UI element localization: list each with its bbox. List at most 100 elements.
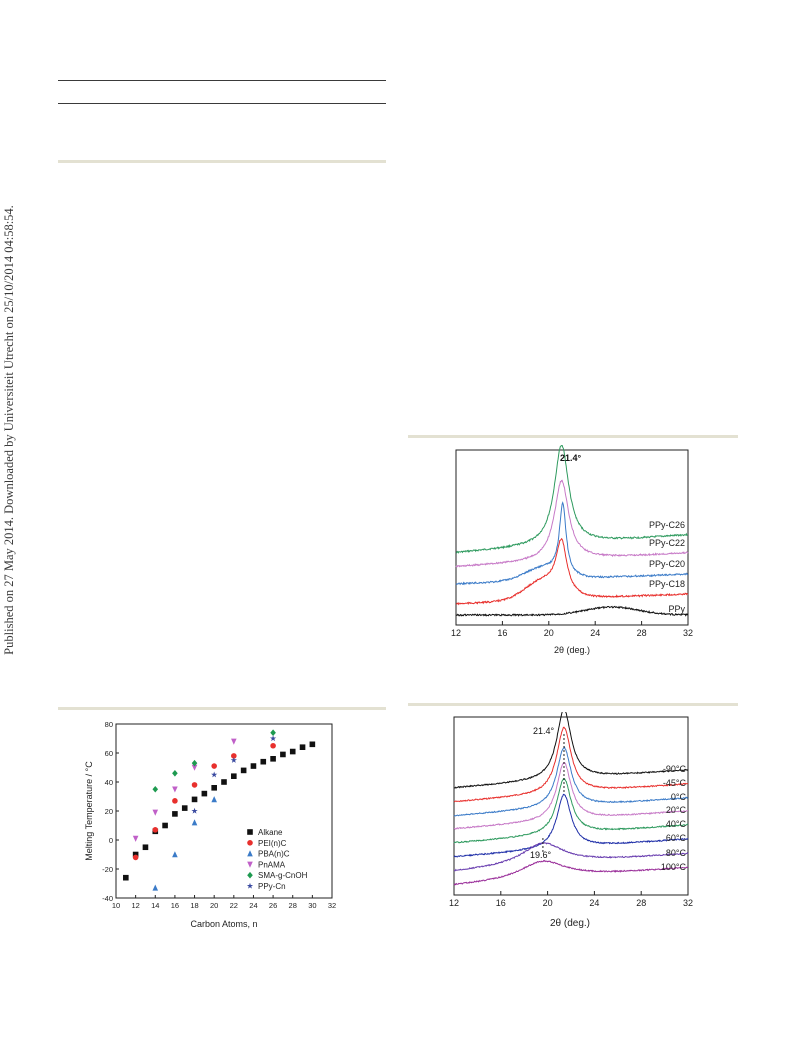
x-tick-label: 32 <box>683 628 693 638</box>
plot-frame <box>455 449 689 626</box>
legend-marker <box>247 840 253 846</box>
x-tick-label: 24 <box>590 628 600 638</box>
data-point-square <box>280 751 286 758</box>
x-axis-label: Carbon Atoms, n <box>190 919 257 929</box>
data-point-diamond <box>172 770 178 777</box>
data-point-circle <box>231 753 237 759</box>
watermark-text: Published on 27 May 2014. Downloaded by … <box>2 205 16 655</box>
x-tick-label: 12 <box>449 898 459 908</box>
x-tick-label: 12 <box>131 901 139 910</box>
data-point-triangle-down <box>172 786 178 793</box>
legend-marker <box>247 871 253 879</box>
x-tick-label: 28 <box>636 898 646 908</box>
legend-marker <box>247 861 253 868</box>
data-point-triangle-up <box>172 851 178 858</box>
legend-marker <box>246 882 254 889</box>
figure-separator <box>408 435 738 438</box>
x-tick-label: 26 <box>269 901 277 910</box>
legend-marker <box>247 850 253 857</box>
x-tick-label: 16 <box>171 901 179 910</box>
peak-label-low-temp: 21.4° <box>533 726 555 736</box>
xrd-curve-temperature <box>453 778 689 844</box>
data-point-square <box>123 874 129 881</box>
legend-label: SMA-g-CnOH <box>258 871 308 880</box>
data-point-square <box>181 805 188 811</box>
y-tick-label: 60 <box>105 749 113 758</box>
data-point-triangle-down <box>132 835 139 842</box>
data-point-star <box>191 807 198 814</box>
xrd-curve-temperature <box>453 859 689 886</box>
legend-label: PPy-Cn <box>258 882 286 891</box>
xrd-chart-temperature: -90°C -45°C 0°C 20°C 40°C 60°C 80°C 100°C 12 16 2… <box>449 712 693 929</box>
data-point-square <box>172 811 178 817</box>
x-tick-label: 28 <box>637 628 647 638</box>
series-label: PPy-C18 <box>649 579 685 589</box>
x-tick-label: 20 <box>543 898 553 908</box>
data-point-circle <box>270 742 276 749</box>
x-axis-label: 2θ (deg.) <box>550 918 590 929</box>
series-label: PPy-C20 <box>649 559 685 569</box>
series-label: 80°C <box>666 848 687 858</box>
x-axis-label: 2θ (deg.) <box>554 645 590 655</box>
data-point-square <box>191 796 198 803</box>
data-point-star <box>269 735 277 742</box>
melting-temperature-chart: 10 12 14 16 18 20 22 24 26 28 30 32-40-20020406080 … <box>84 720 336 929</box>
x-tick-label: 16 <box>496 898 506 908</box>
xrd-curve-ppy <box>455 605 689 617</box>
x-tick-label: 32 <box>683 898 693 908</box>
figure-separator <box>58 707 386 710</box>
legend-label: PnAMA <box>258 860 286 869</box>
data-point-star <box>230 756 237 763</box>
x-tick-label: 30 <box>308 901 316 910</box>
data-point-square <box>132 851 139 858</box>
data-point-circle <box>152 827 159 833</box>
xrd-curve-ppy-c26 <box>456 445 689 554</box>
data-point-square <box>231 773 237 779</box>
x-tick-label: 12 <box>451 628 461 638</box>
data-point-square <box>260 758 267 765</box>
x-tick-label: 20 <box>210 901 218 910</box>
xrd-curve-temperature <box>453 726 689 803</box>
xrd-curve-temperature <box>454 841 689 872</box>
series-label: PPy-C22 <box>649 538 685 548</box>
data-point-square <box>221 779 227 785</box>
data-point-square <box>211 785 217 791</box>
data-point-triangle-down <box>191 764 198 771</box>
figure-separator <box>408 703 738 706</box>
data-point-circle <box>172 798 178 804</box>
x-tick-label: 28 <box>289 901 297 910</box>
data-point-square <box>250 763 257 769</box>
data-point-square <box>270 756 276 762</box>
data-point-square <box>309 741 316 748</box>
table-top-rule <box>58 80 386 81</box>
data-point-star <box>211 771 218 778</box>
plot-frame <box>453 716 689 896</box>
data-point-circle <box>132 854 139 861</box>
data-point-square <box>201 790 208 797</box>
xrd-curve-ppy-c18 <box>456 537 689 606</box>
x-tick-label: 24 <box>249 901 257 910</box>
xrd-curve-ppy-c22 <box>455 479 689 568</box>
x-tick-label: 32 <box>328 901 336 910</box>
data-point-square <box>240 767 247 774</box>
y-tick-label: -40 <box>102 894 113 903</box>
legend-marker <box>247 829 253 835</box>
xrd-curve-temperature <box>453 746 689 817</box>
peak-label-high-temp: 19.6° <box>530 850 552 860</box>
data-point-diamond <box>191 759 198 767</box>
series-label: 60°C <box>666 833 687 843</box>
data-point-triangle-down <box>152 809 159 816</box>
y-axis-label: Melting Temperature / °C <box>84 761 94 861</box>
peak-label: 21.4° <box>560 453 582 463</box>
legend-label: Alkane <box>258 828 283 837</box>
y-tick-label: -20 <box>102 865 113 874</box>
section-separator <box>58 160 386 163</box>
data-point-square <box>299 744 306 750</box>
legend-label: PBA(n)C <box>258 850 290 859</box>
download-watermark: Published on 27 May 2014. Downloaded by … <box>0 0 24 1039</box>
data-point-triangle-up <box>211 796 217 803</box>
series-label: 0°C <box>671 792 687 802</box>
data-point-circle <box>211 763 217 769</box>
y-tick-label: 0 <box>109 836 113 845</box>
x-tick-label: 20 <box>544 628 554 638</box>
